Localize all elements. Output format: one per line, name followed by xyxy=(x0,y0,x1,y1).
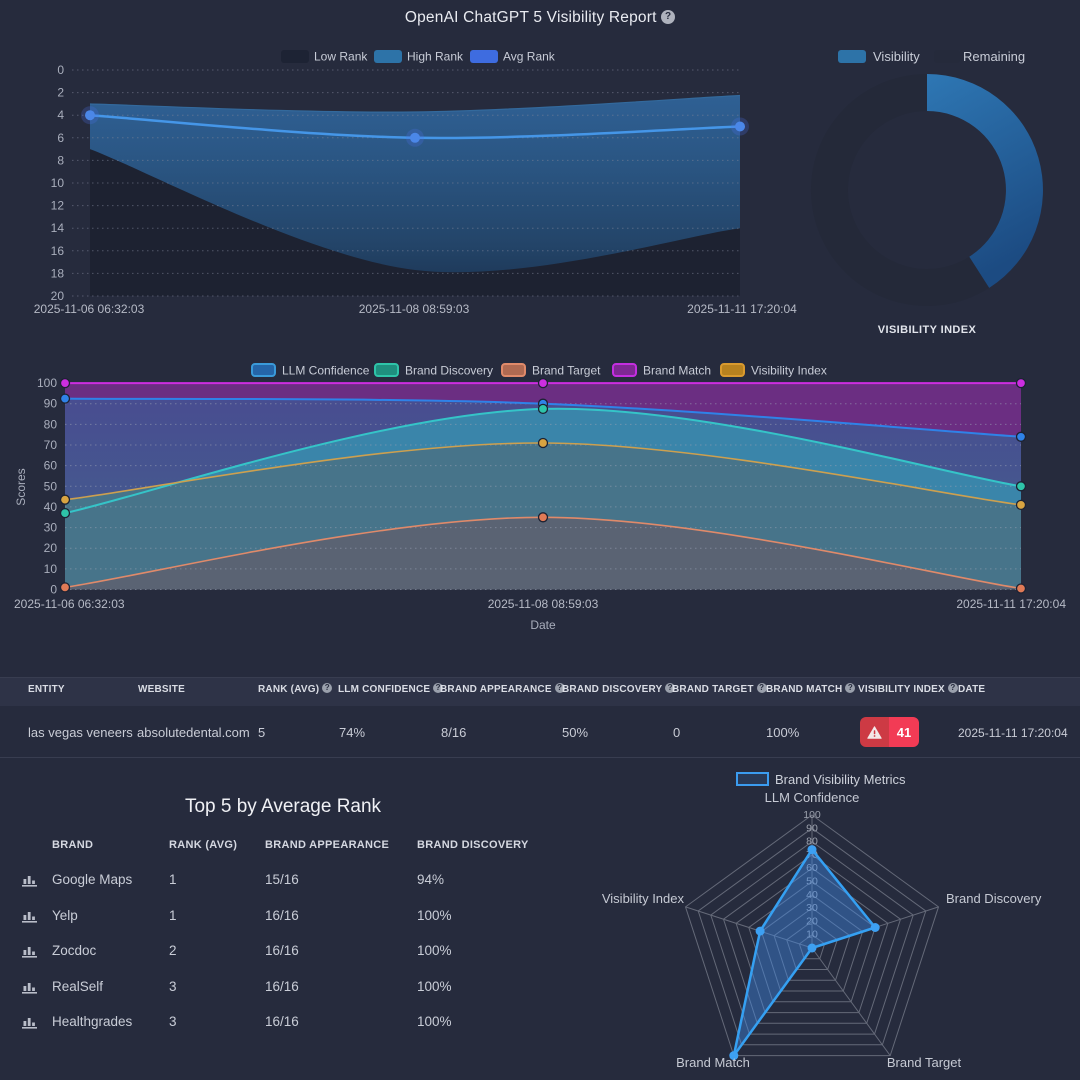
svg-text:70: 70 xyxy=(806,849,818,861)
svg-text:0: 0 xyxy=(50,583,57,597)
svg-text:80: 80 xyxy=(806,836,818,848)
svg-text:10: 10 xyxy=(44,562,58,576)
svg-text:VISIBILITY INDEX: VISIBILITY INDEX xyxy=(878,324,977,336)
svg-text:2025-11-11 17:20:04: 2025-11-11 17:20:04 xyxy=(687,302,797,316)
svg-text:2025-11-06 06:32:03: 2025-11-06 06:32:03 xyxy=(14,597,125,611)
svg-text:Brand Visibility Metrics: Brand Visibility Metrics xyxy=(775,772,906,787)
svg-text:Visibility Index: Visibility Index xyxy=(602,891,685,906)
svg-text:Low Rank: Low Rank xyxy=(314,50,368,64)
svg-text:50: 50 xyxy=(44,479,58,493)
svg-text:Brand Target: Brand Target xyxy=(532,364,601,378)
svg-text:50: 50 xyxy=(806,876,818,888)
svg-text:40: 40 xyxy=(44,500,58,514)
svg-text:20: 20 xyxy=(44,541,58,555)
svg-text:70: 70 xyxy=(44,438,58,452)
svg-text:6: 6 xyxy=(57,131,64,145)
svg-text:Date: Date xyxy=(530,618,556,632)
svg-text:High Rank: High Rank xyxy=(407,50,464,64)
svg-text:8: 8 xyxy=(57,153,64,167)
svg-text:18: 18 xyxy=(51,266,65,280)
svg-text:40: 40 xyxy=(806,889,818,901)
svg-text:Brand Discovery: Brand Discovery xyxy=(405,364,493,378)
svg-text:90: 90 xyxy=(806,822,818,834)
svg-text:Visibility: Visibility xyxy=(873,49,920,64)
svg-text:Brand Discovery: Brand Discovery xyxy=(946,891,1042,906)
svg-text:Brand Target: Brand Target xyxy=(887,1055,962,1070)
svg-text:60: 60 xyxy=(806,862,818,874)
svg-text:Remaining: Remaining xyxy=(963,49,1025,64)
svg-text:20: 20 xyxy=(806,915,818,927)
svg-text:LLM Confidence: LLM Confidence xyxy=(282,364,370,378)
svg-text:0: 0 xyxy=(57,63,64,77)
svg-text:100: 100 xyxy=(803,809,821,821)
svg-text:2025-11-06 06:32:03: 2025-11-06 06:32:03 xyxy=(34,302,145,316)
svg-text:Brand Match: Brand Match xyxy=(676,1055,750,1070)
svg-text:Avg Rank: Avg Rank xyxy=(503,50,556,64)
svg-text:LLM Confidence: LLM Confidence xyxy=(765,790,860,805)
svg-text:10: 10 xyxy=(806,929,818,941)
svg-text:2025-11-11 17:20:04: 2025-11-11 17:20:04 xyxy=(956,597,1066,611)
svg-text:16: 16 xyxy=(51,244,65,258)
svg-text:20: 20 xyxy=(51,289,65,303)
svg-text:2: 2 xyxy=(57,86,64,100)
svg-text:Visibility Index: Visibility Index xyxy=(751,364,827,378)
svg-text:30: 30 xyxy=(44,521,58,535)
svg-text:4: 4 xyxy=(57,108,64,122)
svg-text:60: 60 xyxy=(44,459,58,473)
svg-text:30: 30 xyxy=(806,902,818,914)
svg-text:Scores: Scores xyxy=(14,468,28,505)
svg-text:2025-11-08 08:59:03: 2025-11-08 08:59:03 xyxy=(359,302,470,316)
svg-text:12: 12 xyxy=(51,199,65,213)
svg-text:2025-11-08 08:59:03: 2025-11-08 08:59:03 xyxy=(488,597,599,611)
svg-text:10: 10 xyxy=(51,176,65,190)
svg-text:80: 80 xyxy=(44,417,58,431)
svg-text:Brand Match: Brand Match xyxy=(643,364,711,378)
svg-text:90: 90 xyxy=(44,397,58,411)
svg-text:14: 14 xyxy=(51,221,65,235)
svg-text:100: 100 xyxy=(37,376,57,390)
